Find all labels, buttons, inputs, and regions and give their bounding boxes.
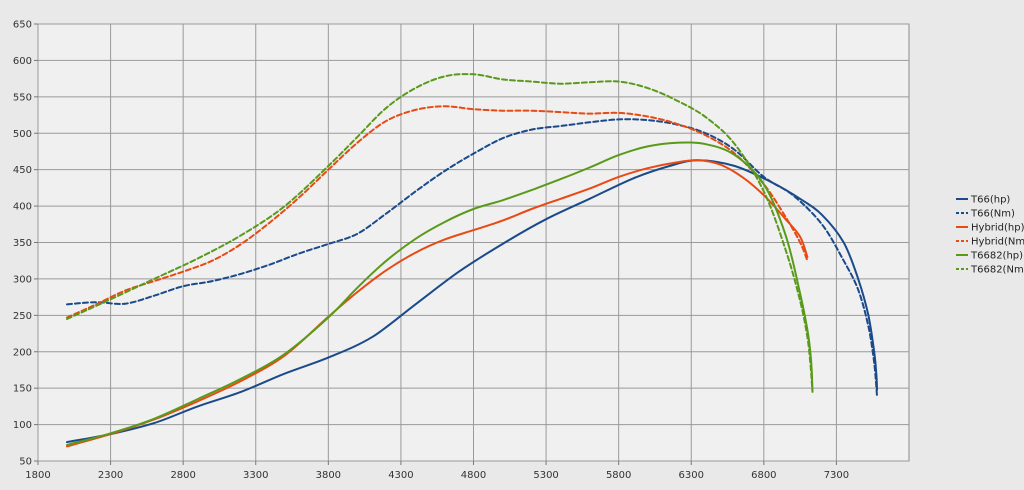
series-line-hybrid-hp	[66, 159, 809, 448]
legend: T66(hp) T66(Nm) Hybrid(hp) Hybrid(Nm) T6682(…	[956, 195, 1024, 276]
x-tick-label: 3300	[243, 470, 268, 481]
y-tick-label: 100	[13, 420, 32, 431]
y-tick-label: 550	[13, 92, 32, 103]
x-tick-label: 7300	[824, 470, 849, 481]
y-tick-label: 500	[13, 129, 32, 140]
y-tick-label: 200	[13, 347, 32, 358]
y-tick-label: 50	[19, 457, 32, 468]
legend-label: T66(Nm)	[970, 209, 1015, 220]
x-tick-label: 6800	[751, 470, 776, 481]
y-tick-label: 400	[13, 202, 32, 213]
x-tick-label: 3800	[316, 470, 341, 481]
series-line-t66-nm	[66, 118, 879, 398]
series-line-t6682-nm	[66, 73, 814, 393]
x-tick-label: 5800	[606, 470, 631, 481]
x-tick-label: 6300	[679, 470, 704, 481]
y-tick-label: 450	[13, 165, 32, 176]
legend-label: Hybrid(hp)	[971, 223, 1024, 234]
legend-label: T6682(hp)	[970, 251, 1023, 262]
y-axis-ticks: 50 100 150 200 250 300 350 400 450 500 550 600 650	[13, 20, 38, 468]
x-tick-label: 4800	[461, 470, 486, 481]
x-tick-label: 4300	[388, 470, 413, 481]
legend-label: Hybrid(Nm)	[971, 237, 1024, 248]
x-axis-ticks: 1800 2300 2800 3300 3800 4300 4800 5300 5800 6300…	[25, 461, 849, 481]
y-tick-label: 350	[13, 238, 32, 249]
x-tick-label: 2800	[170, 470, 195, 481]
x-tick-label: 5300	[533, 470, 558, 481]
y-tick-label: 600	[13, 56, 32, 67]
series-line-t66-hp	[66, 159, 879, 444]
y-tick-label: 650	[13, 20, 32, 31]
series-line-hybrid-nm	[66, 105, 809, 319]
y-tick-label: 250	[13, 311, 32, 322]
series-line-t6682-hp	[66, 141, 814, 446]
series-lines	[66, 73, 879, 448]
y-tick-label: 300	[13, 274, 32, 285]
x-tick-label: 2300	[98, 470, 123, 481]
legend-label: T66(hp)	[970, 195, 1010, 206]
x-tick-label: 1800	[25, 470, 50, 481]
legend-label: T6682(Nm)	[970, 265, 1024, 276]
y-tick-label: 150	[13, 384, 32, 395]
